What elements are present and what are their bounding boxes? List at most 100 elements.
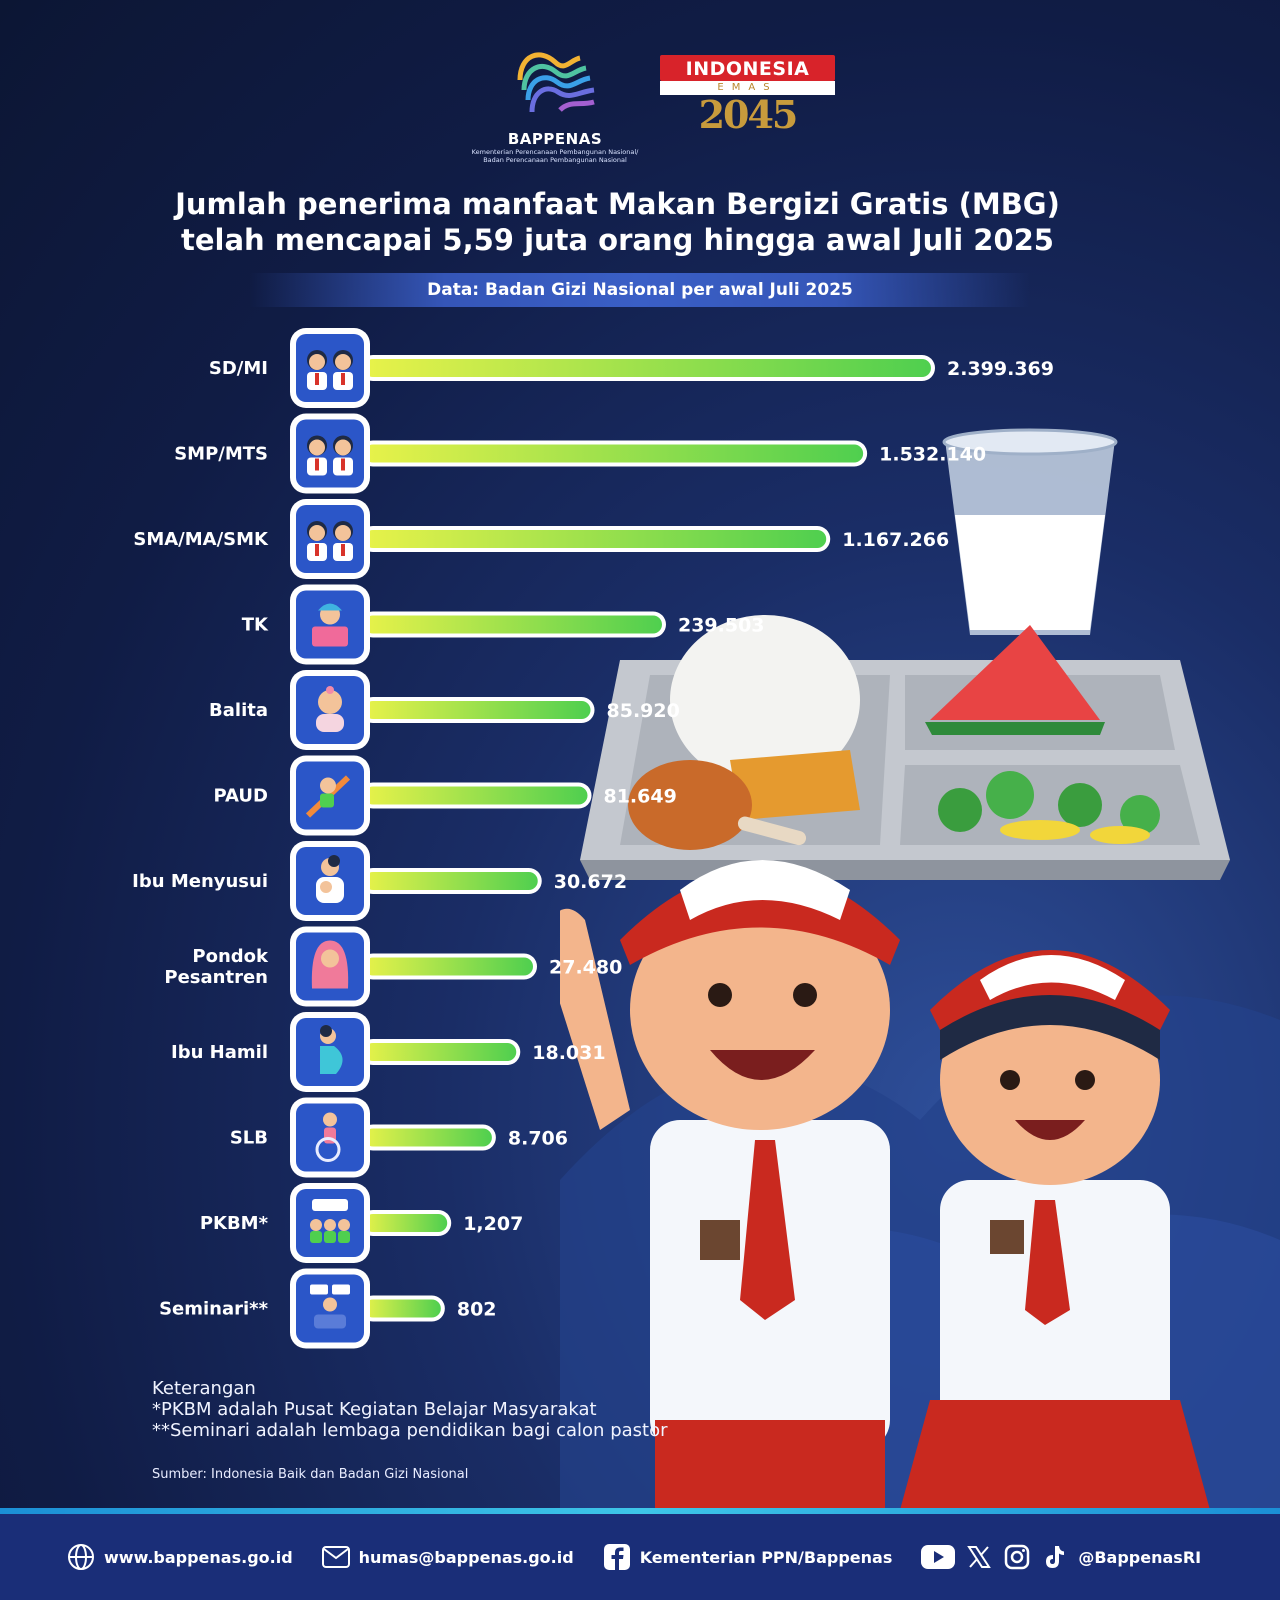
footer-facebook[interactable]: Kementerian PPN/Bappenas (602, 1542, 893, 1572)
girl-student-icon (900, 950, 1210, 1510)
category-label: SD/MI (209, 358, 268, 379)
footer: www.bappenas.go.id humas@bappenas.go.id … (0, 1514, 1280, 1600)
x-twitter-icon (964, 1542, 994, 1572)
child-slide-icon (290, 755, 370, 836)
wheelchair-icon (290, 1097, 370, 1178)
footer-social-handle: @BappenasRI (1078, 1547, 1202, 1567)
footer-facebook-text: Kementerian PPN/Bappenas (639, 1547, 893, 1567)
bappenas-emblem-icon (517, 52, 595, 113)
category-label: TK (242, 615, 269, 636)
bappenas-subtitle-2: Badan Perencanaan Pembangunan Nasional (483, 156, 627, 164)
instagram-icon (1002, 1542, 1032, 1572)
chart-row: PAUD 81.649 (214, 755, 677, 836)
chart-row: SMP/MTS 1.532.140 (174, 413, 986, 494)
boy-student-icon (560, 860, 900, 1510)
page-title-line-2: telah mencapai 5,59 juta orang hingga aw… (180, 223, 1054, 257)
community-class-icon (290, 1183, 370, 1263)
emas-logo-line2: EMAS (660, 81, 835, 95)
hijab-girl-icon (290, 926, 370, 1007)
indonesia-emas-logo: INDONESIA EMAS 2045 (660, 55, 835, 155)
footer-website-text: www.bappenas.go.id (104, 1547, 293, 1567)
category-label: Pondok Pesantren (164, 946, 269, 988)
source-credit: Sumber: Indonesia Baik dan Badan Gizi Na… (152, 1467, 469, 1482)
milk-glass-icon (942, 428, 1118, 635)
students-icon (290, 499, 370, 579)
chart-row: SLB 8.706 (230, 1097, 568, 1178)
value-label: 1,207 (463, 1213, 523, 1235)
notes-block: Keterangan *PKBM adalah Pusat Kegiatan B… (152, 1378, 668, 1441)
category-label: PAUD (214, 786, 268, 807)
value-label: 27.480 (549, 957, 622, 979)
value-label: 30.672 (554, 871, 627, 893)
bappenas-subtitle-1: Kementerian Perencanaan Pembangunan Nasi… (471, 148, 639, 156)
value-label: 239.503 (678, 615, 765, 637)
page-title-line-1: Jumlah penerima manfaat Makan Bergizi Gr… (175, 187, 1060, 221)
bar (364, 1043, 517, 1061)
footer-email[interactable]: humas@bappenas.go.id (321, 1542, 574, 1572)
chart-row: Ibu Menyusui 30.672 (132, 841, 627, 921)
bappenas-name: BAPPENAS (507, 130, 603, 148)
notes-line-2: **Seminari adalah lembaga pendidikan bag… (152, 1420, 668, 1441)
value-label: 85.920 (607, 700, 680, 722)
value-label: 1.532.140 (879, 444, 986, 466)
students-icon (290, 413, 370, 494)
bar (364, 872, 538, 890)
bar (364, 444, 864, 463)
bar (364, 359, 931, 377)
footer-social[interactable]: @BappenasRI (920, 1542, 1201, 1572)
notes-line-1: *PKBM adalah Pusat Kegiatan Belajar Masy… (152, 1399, 597, 1420)
facebook-icon (602, 1542, 632, 1572)
pregnant-woman-icon (290, 1012, 370, 1092)
chart-row: Seminari** 802 (159, 1268, 497, 1349)
emas-logo-line1: INDONESIA (660, 55, 835, 81)
category-label: SMP/MTS (174, 444, 268, 465)
category-label: SLB (230, 1128, 268, 1149)
chart-row: Pondok Pesantren 27.480 (164, 926, 622, 1007)
seminar-icon (290, 1268, 370, 1349)
beneficiaries-bar-chart: SD/MI 2.399.369 SMP/MTS 1.532.140 SMA/MA/SMK… (132, 328, 1054, 1349)
footer-email-text: humas@bappenas.go.id (358, 1547, 574, 1567)
bappenas-logo: BAPPENAS Kementerian Perencanaan Pembang… (455, 40, 655, 165)
chart-row: TK 239.503 (242, 584, 765, 665)
value-label: 802 (457, 1299, 497, 1321)
students-icon (290, 328, 370, 408)
child-reading-icon (290, 584, 370, 665)
bar (364, 1214, 448, 1232)
globe-icon (66, 1542, 96, 1572)
chart-row: SMA/MA/SMK 1.167.266 (133, 499, 949, 579)
bar (364, 615, 662, 634)
emas-logo-year: 2045 (698, 92, 799, 137)
meal-students-illustration (560, 428, 1280, 1510)
footer-accent-line (0, 1508, 1280, 1514)
category-label: PKBM* (200, 1213, 269, 1234)
mail-icon (321, 1542, 351, 1572)
category-label: Ibu Hamil (171, 1042, 268, 1063)
nursing-mother-icon (290, 841, 370, 921)
value-label: 18.031 (532, 1042, 605, 1064)
bar (364, 786, 588, 805)
category-label: Ibu Menyusui (132, 871, 268, 892)
data-source-band: Data: Badan Gizi Nasional per awal Juli … (250, 273, 1030, 307)
chart-row: Balita 85.920 (209, 670, 680, 750)
category-label: SMA/MA/SMK (133, 529, 269, 550)
chart-row: SD/MI 2.399.369 (209, 328, 1054, 408)
value-label: 1.167.266 (842, 529, 949, 551)
category-label: Balita (209, 700, 268, 721)
footer-website[interactable]: www.bappenas.go.id (66, 1542, 293, 1572)
value-label: 8.706 (508, 1128, 568, 1150)
bar (364, 530, 827, 548)
youtube-icon (920, 1542, 956, 1572)
baby-icon (290, 670, 370, 750)
bar (364, 957, 534, 976)
category-label: Seminari** (159, 1299, 269, 1320)
value-label: 81.649 (603, 786, 676, 808)
bar (364, 1128, 492, 1147)
bar (364, 701, 591, 719)
chart-row: Ibu Hamil 18.031 (171, 1012, 606, 1092)
value-label: 2.399.369 (947, 358, 1054, 380)
tiktok-icon (1040, 1542, 1070, 1572)
bar (364, 1299, 441, 1318)
chart-row: PKBM* 1,207 (200, 1183, 523, 1263)
notes-heading: Keterangan (152, 1378, 256, 1399)
